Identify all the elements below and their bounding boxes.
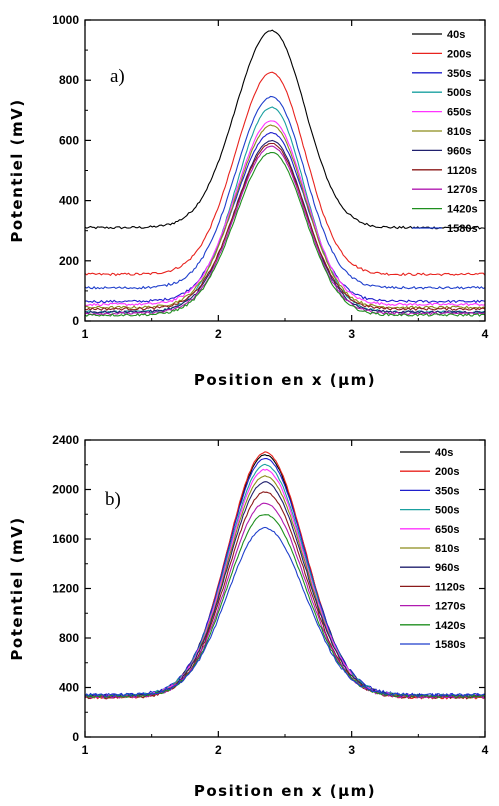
legend-label-960s: 960s: [447, 145, 471, 157]
legend-label-500s: 500s: [447, 87, 471, 99]
series-line-960s: [84, 481, 486, 699]
plot-frame: [84, 19, 486, 322]
x-tick-label: 3: [348, 743, 355, 757]
series-line-1120s: [84, 491, 486, 700]
series-line-960s: [84, 139, 486, 314]
y-tick-label: 2400: [52, 433, 79, 447]
series-line-650s: [84, 468, 486, 698]
y-tick-label: 1200: [52, 582, 79, 596]
x-tick-label: 3: [348, 327, 355, 341]
y-axis-title: Potentiel (mV): [8, 516, 26, 660]
legend-label-40s: 40s: [447, 29, 465, 41]
y-tick-label: 800: [59, 73, 79, 87]
legend-label-650s: 650s: [447, 107, 471, 119]
legend-label-1420s: 1420s: [447, 204, 478, 216]
legend-label-810s: 810s: [435, 543, 459, 555]
legend-label-1580s: 1580s: [435, 639, 466, 651]
legend-label-1270s: 1270s: [435, 601, 466, 613]
x-tick-label: 4: [482, 743, 489, 757]
legend-label-960s: 960s: [435, 562, 459, 574]
legend-label-650s: 650s: [435, 524, 459, 536]
series-line-350s: [84, 132, 486, 304]
x-tick-label: 2: [215, 743, 222, 757]
series-line-1270s: [84, 502, 486, 699]
y-tick-label: 1600: [52, 532, 79, 546]
chart-panel-1: 1 2 3 4 0 200 400 600 800 1000 a) Position en x (µm…: [8, 13, 489, 389]
legend-label-1120s: 1120s: [447, 165, 477, 177]
x-axis-title: Position en x (µm): [194, 782, 376, 800]
series-line-1580s: [84, 95, 486, 290]
series-line-350s: [84, 458, 486, 697]
legend-label-350s: 350s: [447, 68, 471, 80]
legend: 40s 200s 350s 500s 650s 810s 960s 1120s 1270s 142…: [412, 29, 478, 235]
y-axis-title: Potentiel (mV): [8, 98, 26, 242]
legend-label-810s: 810s: [447, 126, 471, 138]
legend: 40s 200s 350s 500s 650s 810s 960s 1120s 1270s 142…: [400, 447, 466, 651]
y-tick-label: 400: [59, 681, 79, 695]
series-line-650s: [84, 120, 486, 307]
legend-label-1270s: 1270s: [447, 184, 478, 196]
series-line-200s: [84, 71, 486, 277]
series-line-810s: [84, 124, 486, 310]
legend-label-350s: 350s: [435, 485, 459, 497]
legend-label-40s: 40s: [435, 447, 453, 459]
y-tick-label: 1000: [52, 13, 79, 27]
series-line-1420s: [84, 152, 486, 317]
y-tick-label: 600: [59, 133, 79, 147]
legend-label-1580s: 1580s: [447, 223, 478, 235]
y-tick-label: 800: [59, 631, 79, 645]
series-line-500s: [84, 106, 486, 314]
y-tick-label: 200: [59, 254, 79, 268]
series-line-1270s: [84, 145, 486, 316]
y-tick-label: 2000: [52, 483, 79, 497]
series-line-40s: [84, 29, 486, 230]
series-line-1580s: [84, 526, 486, 697]
series-line-200s: [85, 451, 486, 700]
legend-label-200s: 200s: [447, 48, 471, 60]
legend-label-500s: 500s: [435, 505, 459, 517]
panel-label: b): [105, 489, 121, 510]
chart-panel-2: 1 2 3 4 0 400 800 1200 1600 2000 2400 b) Position en…: [8, 433, 489, 800]
series-line-500s: [84, 463, 486, 698]
series-line-1120s: [84, 142, 486, 311]
legend-label-1420s: 1420s: [435, 620, 466, 632]
y-tick-label: 0: [72, 314, 79, 328]
x-tick-label: 1: [82, 327, 89, 341]
panel-label: a): [110, 66, 125, 87]
x-tick-label: 1: [82, 743, 89, 757]
legend-label-200s: 200s: [435, 466, 459, 478]
y-tick-label: 0: [72, 730, 79, 744]
y-tick-label: 400: [59, 194, 79, 208]
legend-label-1120s: 1120s: [435, 581, 465, 593]
x-axis-title: Position en x (µm): [194, 371, 376, 389]
x-tick-label: 4: [482, 327, 489, 341]
x-tick-label: 2: [215, 327, 222, 341]
